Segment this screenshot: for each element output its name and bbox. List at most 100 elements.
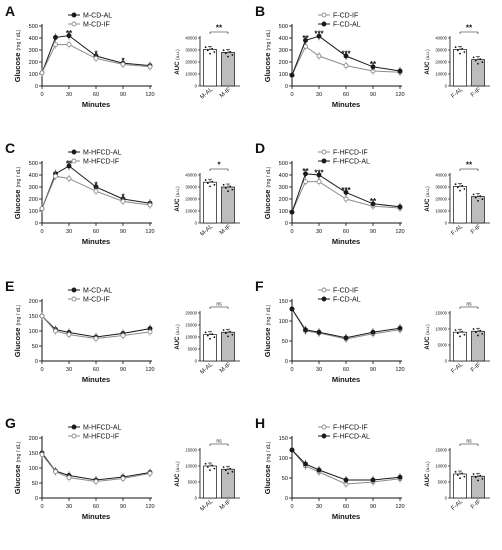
y-tick-label: 150 [29, 451, 38, 457]
y-axis-title-unit: (mg / dL) [16, 30, 22, 51]
y-tick-label: 100 [29, 329, 38, 335]
auc-dot [229, 50, 232, 53]
x-tick-label: 30 [66, 229, 72, 235]
auc-y-tick-label: 20000 [185, 60, 197, 65]
data-point [316, 53, 322, 59]
legend-label: F-CD-IF [333, 288, 358, 295]
auc-dot [231, 54, 234, 56]
legend-label: M-HFCD-IF [83, 434, 119, 441]
y-axis-title: Glucose (mg / dL) [13, 442, 22, 495]
auc-y-axis-title: AUC (a.u.) [425, 461, 431, 487]
legend-marker [71, 21, 77, 27]
legend-label: F-HFCD-AL [333, 159, 370, 166]
auc-dot [474, 196, 477, 199]
y-tick-label: 300 [279, 185, 288, 191]
legend-label: F-CD-AL [333, 297, 361, 304]
x-tick-label: 120 [145, 229, 154, 235]
auc-significance: ns [216, 302, 222, 308]
auc-dot [472, 473, 475, 475]
auc-category-label: F-AL [450, 224, 464, 237]
data-point [289, 306, 295, 312]
auc-bar [453, 186, 467, 224]
series-line [291, 35, 401, 76]
x-tick-label: 30 [316, 229, 322, 235]
auc-dot [211, 180, 214, 183]
data-point [39, 313, 45, 319]
data-point [343, 477, 349, 483]
x-tick-label: 120 [145, 92, 154, 98]
y-axis-title-unit: (mg / dL) [16, 167, 22, 188]
auc-dot [231, 188, 234, 191]
auc-y-tick-label: 10000 [185, 209, 197, 214]
x-axis-title: Minutes [82, 100, 110, 109]
significance-mark: * [121, 192, 125, 201]
x-tick-label: 30 [66, 504, 72, 510]
auc-dot [204, 331, 207, 334]
legend-marker [321, 149, 327, 155]
y-tick-label: 500 [279, 161, 288, 167]
auc-dot [229, 467, 232, 470]
x-tick-label: 30 [66, 92, 72, 98]
y-tick-label: 0 [35, 496, 38, 502]
y-tick-label: 0 [285, 221, 288, 227]
auc-dot [211, 333, 214, 335]
x-axis-title: Minutes [332, 100, 360, 109]
auc-dot [213, 467, 216, 470]
y-tick-label: 100 [279, 72, 288, 78]
auc-dot [461, 47, 464, 50]
legend-label: M-HFCD-AL [83, 150, 122, 157]
data-point [66, 163, 72, 169]
x-tick-label: 120 [145, 504, 154, 510]
auc-category-label: F-IF [470, 362, 483, 374]
data-point [303, 461, 308, 467]
y-tick-label: 400 [29, 173, 38, 179]
auc-y-tick-label: 40000 [185, 173, 197, 178]
auc-significance: ** [216, 24, 223, 33]
legend-label: M-HFCD-AL [83, 425, 122, 432]
x-tick-label: 0 [290, 92, 293, 98]
y-tick-label: 300 [279, 48, 288, 54]
y-tick-label: 200 [279, 197, 288, 203]
auc-category-label: F-AL [450, 499, 464, 512]
legend-marker [71, 296, 77, 302]
data-point [53, 34, 58, 40]
auc-y-tick-label: 40000 [435, 36, 447, 41]
panel-e: E 0 50 100 150 200 0 30 60 90 120 Minutes Glucose (m… [5, 278, 240, 384]
auc-y-tick-label: 10000 [185, 335, 197, 340]
auc-y-axis-title: AUC (a.u.) [425, 186, 431, 212]
data-point [66, 332, 72, 338]
significance-mark: *** [314, 30, 324, 39]
auc-dot [454, 183, 457, 186]
y-axis-title-unit: (mg / dL) [16, 305, 22, 326]
auc-y-axis-title: AUC (a.u.) [425, 324, 431, 350]
auc-y-tick-label: 5000 [438, 343, 448, 348]
y-axis-title-main: Glucose [13, 51, 22, 83]
series-line [41, 35, 151, 73]
legend-label: F-HFCD-IF [333, 425, 368, 432]
auc-bar [221, 186, 235, 224]
auc-dot [477, 334, 479, 337]
x-tick-label: 60 [93, 92, 99, 98]
data-point [53, 469, 58, 475]
series-line [291, 308, 401, 339]
auc-dot [209, 337, 211, 340]
data-point [343, 335, 349, 341]
data-point [343, 189, 349, 195]
auc-category-label: M-AL [199, 362, 214, 376]
significance-mark: * [121, 57, 125, 66]
auc-dot [459, 189, 461, 192]
y-axis-title-unit: (mg / dL) [16, 442, 22, 463]
auc-y-tick-label: 0 [445, 84, 448, 89]
auc-bar [203, 334, 217, 362]
legend-marker [321, 296, 327, 302]
data-point [66, 475, 72, 481]
y-axis-title: Glucose (mg / dL) [13, 30, 22, 83]
auc-dot [222, 329, 225, 331]
data-point [316, 33, 322, 39]
x-tick-label: 30 [316, 92, 322, 98]
auc-dot [224, 332, 227, 335]
auc-significance: ** [466, 24, 473, 33]
auc-y-tick-label: 10000 [435, 72, 447, 77]
legend-label: M-CD-AL [83, 13, 112, 20]
panel-label: C [5, 140, 15, 156]
